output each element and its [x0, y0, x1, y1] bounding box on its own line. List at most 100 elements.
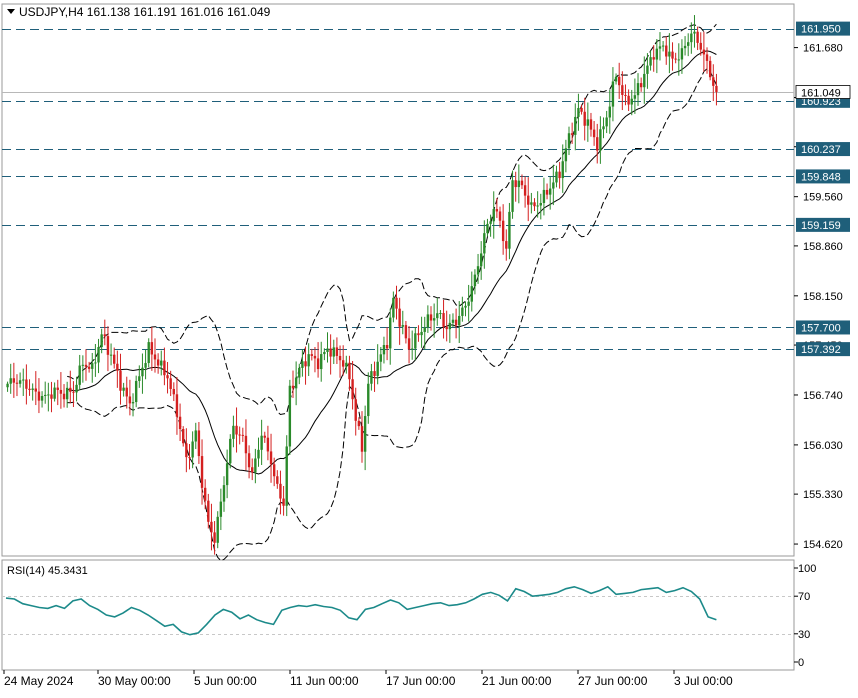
candle-bearish[interactable]	[251, 458, 254, 481]
candle-bullish[interactable]	[382, 336, 386, 364]
candle-bearish[interactable]	[498, 206, 502, 228]
candle-bullish[interactable]	[345, 355, 348, 374]
candle-bullish[interactable]	[294, 361, 298, 406]
candle-bullish[interactable]	[257, 437, 260, 467]
candle-bearish[interactable]	[313, 347, 317, 373]
candle-bullish[interactable]	[511, 170, 514, 219]
candle-bearish[interactable]	[56, 379, 59, 406]
candle-bullish[interactable]	[6, 381, 9, 392]
candle-bearish[interactable]	[580, 104, 583, 115]
candle-bullish[interactable]	[552, 164, 555, 206]
candle-bullish[interactable]	[219, 488, 223, 531]
candle-bearish[interactable]	[291, 370, 295, 398]
candle-bullish[interactable]	[680, 39, 684, 74]
level-price-tag[interactable]: 160.237	[796, 142, 850, 157]
candle-bullish[interactable]	[225, 449, 229, 499]
candle-bearish[interactable]	[185, 428, 188, 473]
candle-bearish[interactable]	[495, 198, 499, 218]
candle-bearish[interactable]	[335, 337, 339, 365]
candle-bearish[interactable]	[715, 73, 718, 106]
candle-bullish[interactable]	[630, 89, 633, 116]
candle-bullish[interactable]	[693, 15, 696, 48]
candle-bullish[interactable]	[131, 393, 135, 417]
candle-bullish[interactable]	[75, 376, 78, 402]
candle-bearish[interactable]	[329, 334, 332, 375]
candle-bullish[interactable]	[451, 313, 455, 328]
candle-bullish[interactable]	[646, 53, 649, 89]
candle-bullish[interactable]	[483, 220, 486, 269]
candle-bearish[interactable]	[156, 353, 160, 374]
candle-bullish[interactable]	[78, 354, 81, 391]
candle-bearish[interactable]	[360, 411, 364, 463]
candle-bearish[interactable]	[172, 382, 176, 402]
candle-bullish[interactable]	[661, 41, 665, 52]
candle-bearish[interactable]	[712, 64, 715, 102]
candle-bullish[interactable]	[100, 328, 103, 354]
candle-bearish[interactable]	[674, 52, 677, 64]
candle-bearish[interactable]	[113, 347, 116, 369]
candle-bullish[interactable]	[40, 391, 44, 408]
candle-bearish[interactable]	[69, 370, 72, 404]
candle-bullish[interactable]	[602, 117, 605, 139]
candle-bullish[interactable]	[307, 343, 310, 377]
candle-bullish[interactable]	[134, 375, 138, 408]
candle-bearish[interactable]	[276, 470, 279, 489]
candle-bullish[interactable]	[379, 346, 383, 372]
candle-bullish[interactable]	[401, 310, 404, 335]
candle-bearish[interactable]	[210, 503, 213, 551]
candle-bearish[interactable]	[671, 42, 674, 71]
candle-bearish[interactable]	[442, 299, 445, 339]
candle-bullish[interactable]	[677, 43, 680, 76]
candle-bearish[interactable]	[627, 89, 630, 112]
candle-bearish[interactable]	[163, 347, 166, 386]
candle-bearish[interactable]	[624, 84, 627, 106]
candle-bullish[interactable]	[530, 192, 533, 214]
candle-bullish[interactable]	[9, 363, 12, 394]
candle-bullish[interactable]	[464, 301, 467, 317]
candle-bullish[interactable]	[363, 405, 367, 471]
candle-bullish[interactable]	[633, 78, 637, 114]
candle-bullish[interactable]	[461, 296, 464, 322]
candle-bullish[interactable]	[298, 363, 301, 385]
candle-bullish[interactable]	[376, 344, 379, 385]
candle-bearish[interactable]	[37, 378, 41, 414]
candle-bullish[interactable]	[683, 36, 687, 56]
candle-bearish[interactable]	[175, 377, 179, 435]
candle-bearish[interactable]	[354, 387, 357, 436]
candle-bearish[interactable]	[338, 345, 342, 378]
candle-bearish[interactable]	[385, 327, 389, 361]
candle-bullish[interactable]	[473, 269, 477, 295]
candle-bearish[interactable]	[150, 326, 154, 371]
candle-bearish[interactable]	[247, 445, 251, 479]
candle-bearish[interactable]	[310, 348, 314, 361]
candle-bearish[interactable]	[351, 360, 354, 410]
candle-bearish[interactable]	[583, 97, 586, 141]
candle-bullish[interactable]	[229, 434, 232, 469]
candle-bullish[interactable]	[567, 126, 571, 156]
candle-bullish[interactable]	[448, 314, 452, 343]
candle-bullish[interactable]	[564, 139, 568, 173]
candle-bullish[interactable]	[555, 165, 558, 188]
candle-bullish[interactable]	[687, 33, 690, 57]
candle-bearish[interactable]	[169, 370, 172, 397]
candle-bearish[interactable]	[62, 384, 66, 408]
candle-bullish[interactable]	[332, 339, 335, 365]
candle-bullish[interactable]	[436, 297, 439, 326]
candle-bearish[interactable]	[106, 326, 110, 372]
candle-bullish[interactable]	[643, 56, 646, 104]
candle-bearish[interactable]	[241, 427, 245, 442]
candle-bearish[interactable]	[178, 403, 182, 442]
candle-bearish[interactable]	[128, 379, 132, 416]
candle-bullish[interactable]	[144, 349, 147, 380]
candle-bullish[interactable]	[147, 338, 150, 368]
candle-bullish[interactable]	[122, 382, 125, 397]
candle-bearish[interactable]	[373, 361, 376, 392]
candle-bullish[interactable]	[194, 422, 197, 449]
candle-bearish[interactable]	[316, 342, 320, 378]
candle-bullish[interactable]	[561, 144, 564, 193]
candle-bearish[interactable]	[665, 36, 668, 65]
candle-bearish[interactable]	[570, 122, 574, 144]
candle-bullish[interactable]	[109, 343, 113, 366]
candle-bullish[interactable]	[614, 73, 618, 85]
candle-bearish[interactable]	[15, 374, 19, 397]
